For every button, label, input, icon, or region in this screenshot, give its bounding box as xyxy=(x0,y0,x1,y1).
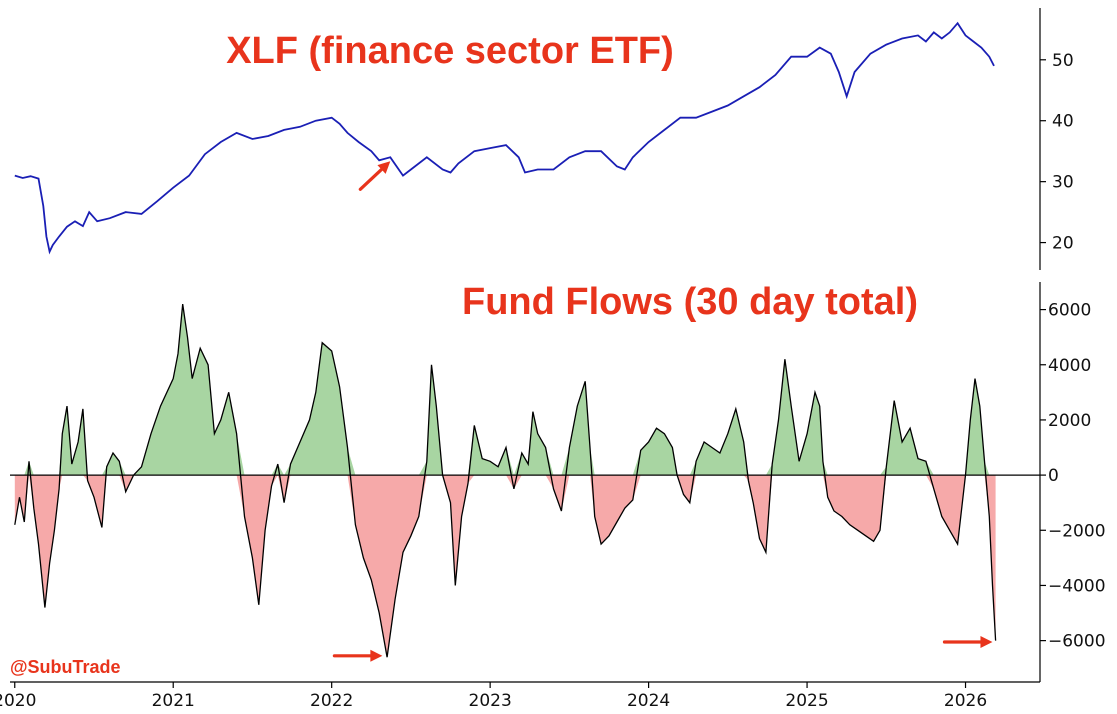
flow-y-axis: −6000 −4000 −2000 0 2000 4000 6000 xyxy=(1039,282,1106,682)
arrow-shaft xyxy=(358,167,384,191)
flow-arrow-annotation xyxy=(332,649,383,662)
flow-series-line xyxy=(14,304,997,658)
x-tick-label: 2021 xyxy=(152,691,195,711)
x-tick-label: 2025 xyxy=(785,691,828,711)
price-annotations xyxy=(358,161,391,191)
flow-y-tick-label: 6000 xyxy=(1048,301,1091,321)
price-series-line xyxy=(14,21,995,255)
flow-annotations xyxy=(332,636,993,662)
arrow-head xyxy=(980,636,993,648)
price-y-axis: 20 30 40 50 xyxy=(1039,8,1074,270)
flow-arrow-annotation xyxy=(942,636,993,648)
flow-y-ticks: −6000 −4000 −2000 0 2000 4000 6000 xyxy=(1040,301,1106,652)
flow-y-tick-label: 0 xyxy=(1048,466,1059,486)
flow-y-tick-label: −2000 xyxy=(1048,521,1106,541)
flow-positive-area xyxy=(14,304,996,476)
price-y-tick-label: 50 xyxy=(1052,51,1074,71)
x-tick-label: 2023 xyxy=(469,691,512,711)
flow-chart-title: Fund Flows (30 day total) xyxy=(462,281,918,323)
price-arrow-annotation xyxy=(358,161,391,191)
price-chart-title: XLF (finance sector ETF) xyxy=(226,30,674,72)
flow-plot-area xyxy=(10,304,1040,658)
price-y-tick-label: 30 xyxy=(1052,173,1074,193)
price-panel: 20 30 40 50 XLF (finance sector ETF) xyxy=(14,8,1074,270)
flow-y-tick-label: −6000 xyxy=(1048,632,1106,652)
price-y-tick-label: 40 xyxy=(1052,112,1074,132)
x-tick-label: 2022 xyxy=(310,691,353,711)
flow-negative-area xyxy=(14,475,996,658)
x-tick-label: 2026 xyxy=(944,691,987,711)
arrow-head xyxy=(377,161,391,174)
watermark-handle: @SubuTrade xyxy=(10,657,121,677)
flow-y-tick-label: 4000 xyxy=(1048,356,1091,376)
flow-y-tick-label: −4000 xyxy=(1048,576,1106,596)
price-y-tick-label: 20 xyxy=(1052,234,1074,254)
price-y-ticks: 20 30 40 50 xyxy=(1040,51,1074,254)
price-plot-area xyxy=(14,21,995,255)
arrow-head xyxy=(370,649,383,662)
x-tick-label: 2024 xyxy=(627,691,670,711)
flow-y-tick-label: 2000 xyxy=(1048,411,1091,431)
